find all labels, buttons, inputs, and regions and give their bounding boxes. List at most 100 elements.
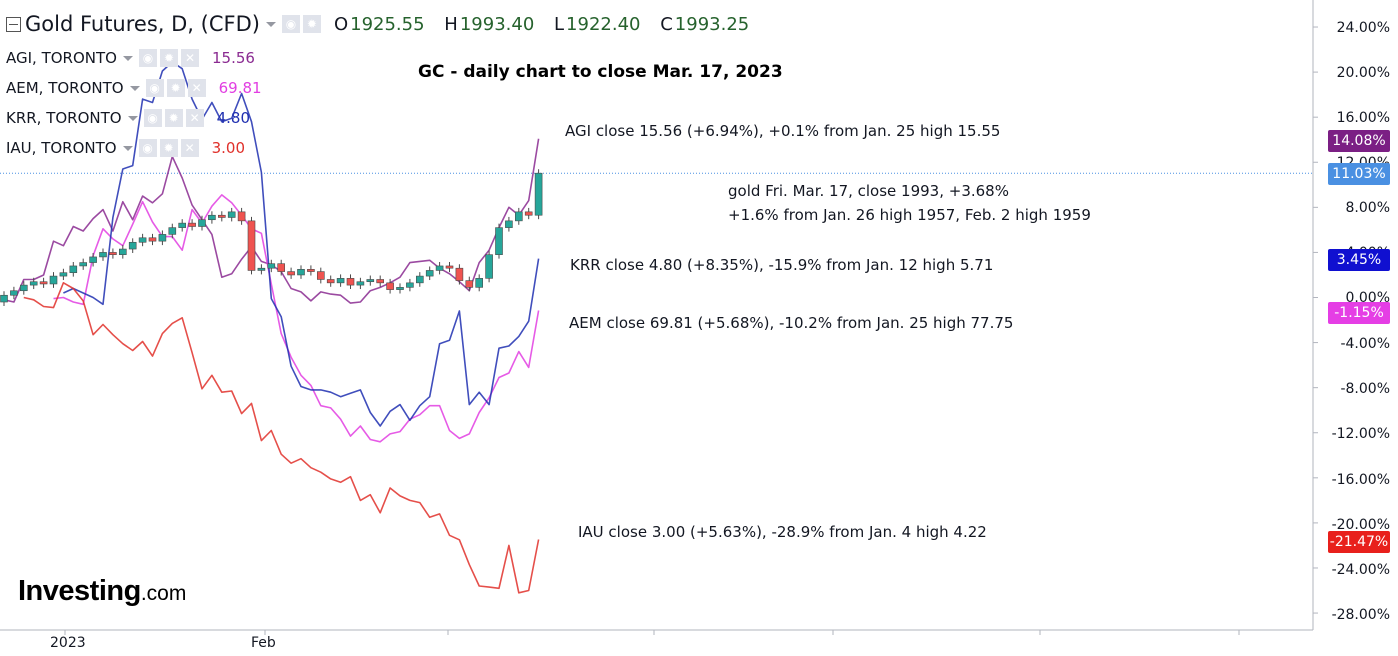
high-label: H xyxy=(444,13,458,35)
x-tick-label: 2023 xyxy=(50,635,86,651)
candle-body xyxy=(257,267,266,271)
chevron-down-icon[interactable] xyxy=(129,85,140,91)
candle-body xyxy=(376,279,385,284)
candle-body xyxy=(29,281,38,286)
legend-value: 15.56 xyxy=(211,49,255,67)
candle-body xyxy=(445,265,454,269)
close-label: C xyxy=(660,13,673,35)
eye-icon[interactable] xyxy=(138,49,157,67)
candle-body xyxy=(138,237,147,243)
candle-body xyxy=(455,267,464,281)
y-tick-label: -20.00% xyxy=(1331,517,1390,533)
eye-icon[interactable] xyxy=(281,15,300,33)
candle-body xyxy=(128,241,137,250)
chevron-down-icon[interactable] xyxy=(122,55,133,61)
close-icon[interactable] xyxy=(187,79,206,97)
close-icon[interactable] xyxy=(180,49,199,67)
candle-body xyxy=(178,222,186,228)
high-value: 1993.40 xyxy=(459,13,535,35)
legend-row-krr: KRR, TORONTO 4.80 xyxy=(6,109,250,127)
candle-body xyxy=(49,275,58,285)
candle-body xyxy=(465,280,474,288)
candle-body xyxy=(19,284,28,292)
price-badge-aem: -1.15% xyxy=(1328,302,1390,324)
candle-body xyxy=(168,227,177,235)
candle-body xyxy=(505,220,513,228)
candle-body xyxy=(0,294,8,303)
annotation-gold-line1: gold Fri. Mar. 17, close 1993, +3.68% xyxy=(728,182,1009,200)
candle-body xyxy=(119,248,127,255)
y-tick-label: -8.00% xyxy=(1340,381,1390,397)
gear-icon[interactable] xyxy=(159,139,178,157)
close-icon[interactable] xyxy=(180,139,199,157)
candle-body xyxy=(10,290,18,296)
annotation-iau: IAU close 3.00 (+5.63%), -28.9% from Jan… xyxy=(578,523,987,541)
legend-value: 69.81 xyxy=(218,79,262,97)
candle-body xyxy=(208,214,216,221)
y-tick-label: -24.00% xyxy=(1331,562,1390,578)
gear-icon[interactable] xyxy=(164,109,183,127)
candle-body xyxy=(79,262,87,267)
legend-value: 3.00 xyxy=(211,139,245,157)
candle-body xyxy=(69,265,78,274)
eye-icon[interactable] xyxy=(143,109,162,127)
candle-body xyxy=(485,254,493,279)
candle-body xyxy=(297,269,305,276)
legend-symbol[interactable]: AEM, TORONTO xyxy=(6,79,124,97)
candle-body xyxy=(277,263,286,272)
candle-body xyxy=(158,234,167,242)
chevron-down-icon[interactable] xyxy=(122,145,133,151)
candle-body xyxy=(406,282,414,288)
open-label: O xyxy=(333,13,349,35)
gear-icon[interactable] xyxy=(159,49,178,67)
candle-body xyxy=(39,281,48,285)
close-icon[interactable] xyxy=(185,109,204,127)
y-tick-label: -28.00% xyxy=(1331,607,1390,623)
series-line-iau xyxy=(23,281,540,594)
candle-body xyxy=(415,275,424,284)
main-symbol[interactable]: Gold Futures, D, (CFD) xyxy=(25,12,260,36)
candle-body xyxy=(366,279,375,283)
investing-logo: Investing.com xyxy=(18,575,186,608)
candle-body xyxy=(99,252,107,258)
chevron-down-icon[interactable] xyxy=(127,115,138,121)
gear-icon[interactable] xyxy=(302,15,321,33)
legend-symbol[interactable]: AGI, TORONTO xyxy=(6,49,117,67)
price-badge-gold: 11.03% xyxy=(1328,163,1390,185)
candle-body xyxy=(396,287,404,290)
candle-body xyxy=(227,211,236,218)
logo-main: Investing xyxy=(18,575,141,607)
legend-symbol[interactable]: IAU, TORONTO xyxy=(6,139,117,157)
candle-body xyxy=(287,271,295,276)
candle-body xyxy=(198,219,206,227)
eye-icon[interactable] xyxy=(138,139,157,157)
price-badge-iau: -21.47% xyxy=(1328,531,1390,553)
legend-symbol[interactable]: KRR, TORONTO xyxy=(6,109,122,127)
y-tick-label: 20.00% xyxy=(1336,65,1390,81)
candle-body xyxy=(59,272,68,277)
legend-row-aem: AEM, TORONTO 69.81 xyxy=(6,79,262,97)
legend-row-iau: IAU, TORONTO 3.00 xyxy=(6,139,245,157)
gear-icon[interactable] xyxy=(166,79,185,97)
series-line-krr xyxy=(63,61,540,427)
annotation-agi: AGI close 15.56 (+6.94%), +0.1% from Jan… xyxy=(565,122,1001,140)
candle-body xyxy=(326,279,335,284)
chevron-down-icon[interactable] xyxy=(265,21,276,27)
annotation-gold-line2: +1.6% from Jan. 26 high 1957, Feb. 2 hig… xyxy=(728,206,1091,224)
y-tick-label: 8.00% xyxy=(1345,200,1390,216)
eye-icon[interactable] xyxy=(145,79,164,97)
candle-body xyxy=(435,265,444,271)
y-tick-label: 16.00% xyxy=(1336,110,1390,126)
candle-body xyxy=(218,214,226,218)
candle-body xyxy=(495,227,503,255)
y-tick-label: -16.00% xyxy=(1331,472,1390,488)
candle-body xyxy=(356,281,365,286)
collapse-icon[interactable] xyxy=(6,16,21,32)
candle-body xyxy=(524,211,533,216)
candle-body xyxy=(316,271,325,280)
candle-body xyxy=(475,278,484,288)
ohlc-readout: O 1925.55 H 1993.40 L 1922.40 C 1993.25 xyxy=(334,14,763,35)
candle-body xyxy=(267,263,276,269)
